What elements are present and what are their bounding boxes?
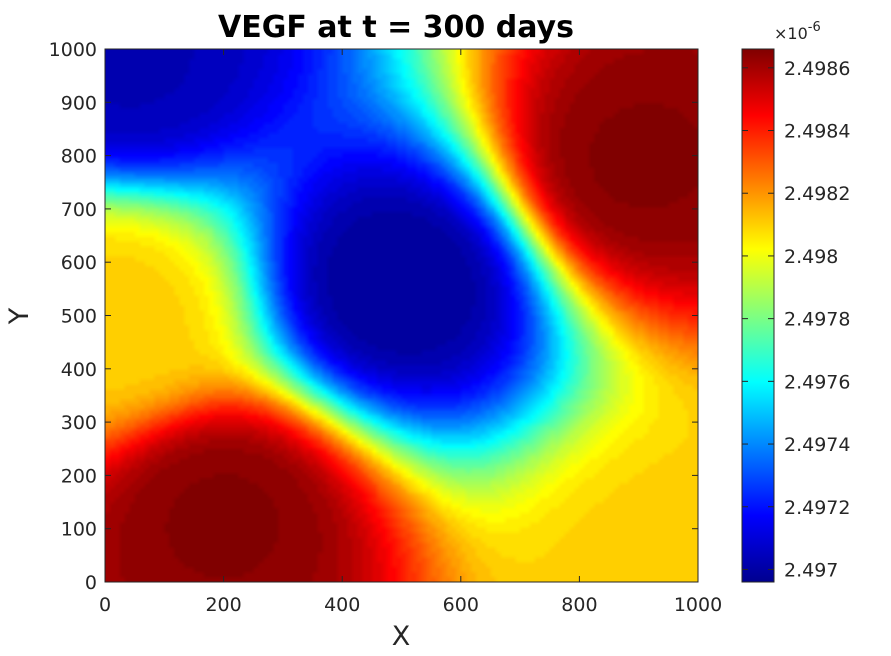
colorbar-tick-label: 2.4984 — [784, 121, 850, 143]
colorbar-multiplier-exponent: -6 — [808, 20, 821, 35]
colorbar-tick-label: 2.4978 — [784, 309, 850, 331]
colorbar-tick-label: 2.4976 — [784, 371, 850, 393]
y-tick-label: 600 — [61, 252, 97, 274]
x-tick-label: 600 — [443, 594, 479, 616]
y-tick-label: 200 — [61, 465, 97, 487]
colorbar-gradient — [741, 48, 775, 583]
y-tick-label: 500 — [61, 306, 97, 328]
colorbar-tick-label: 2.4974 — [784, 434, 850, 456]
colorbar-tick-label: 2.4972 — [784, 497, 850, 519]
y-tick-label: 1000 — [49, 39, 97, 61]
colorbar-multiplier-base: ×10 — [774, 24, 808, 43]
colorbar-tick-label: 2.497 — [784, 559, 838, 581]
y-tick-label: 100 — [61, 519, 97, 541]
colorbar-tick-label: 2.4982 — [784, 183, 850, 205]
x-tick-label: 0 — [99, 594, 111, 616]
y-tick-label: 700 — [61, 199, 97, 221]
y-tick-label: 900 — [61, 92, 97, 114]
y-tick-label: 0 — [85, 572, 97, 594]
y-tick-label: 800 — [61, 146, 97, 168]
chart-title: VEGF at t = 300 days — [218, 10, 574, 45]
colorbar-tick-label: 2.4986 — [784, 58, 850, 80]
plot-area — [104, 48, 699, 583]
y-axis-label: Y — [4, 307, 35, 325]
heatmap-field — [105, 49, 698, 582]
colorbar-ticks: 2.497 2.4972 2.4974 2.4976 2.4978 2.498 2.4982… — [742, 58, 850, 581]
y-tick-label: 400 — [61, 359, 97, 381]
colorbar: 2.497 2.4972 2.4974 2.4976 2.4978 2.498 2.4982… — [741, 20, 850, 583]
y-axis: 0 100 200 300 400 500 600 700 800 900 1000 — [49, 39, 698, 594]
x-tick-label: 200 — [205, 594, 241, 616]
x-axis: 0 200 400 600 800 1000 — [99, 49, 722, 616]
x-tick-label: 800 — [561, 594, 597, 616]
colorbar-tick-label: 2.498 — [784, 246, 838, 268]
colorbar-multiplier: ×10-6 — [774, 20, 821, 43]
x-tick-label: 1000 — [674, 594, 722, 616]
x-tick-label: 400 — [324, 594, 360, 616]
y-tick-label: 300 — [61, 412, 97, 434]
x-axis-label: X — [392, 621, 411, 652]
